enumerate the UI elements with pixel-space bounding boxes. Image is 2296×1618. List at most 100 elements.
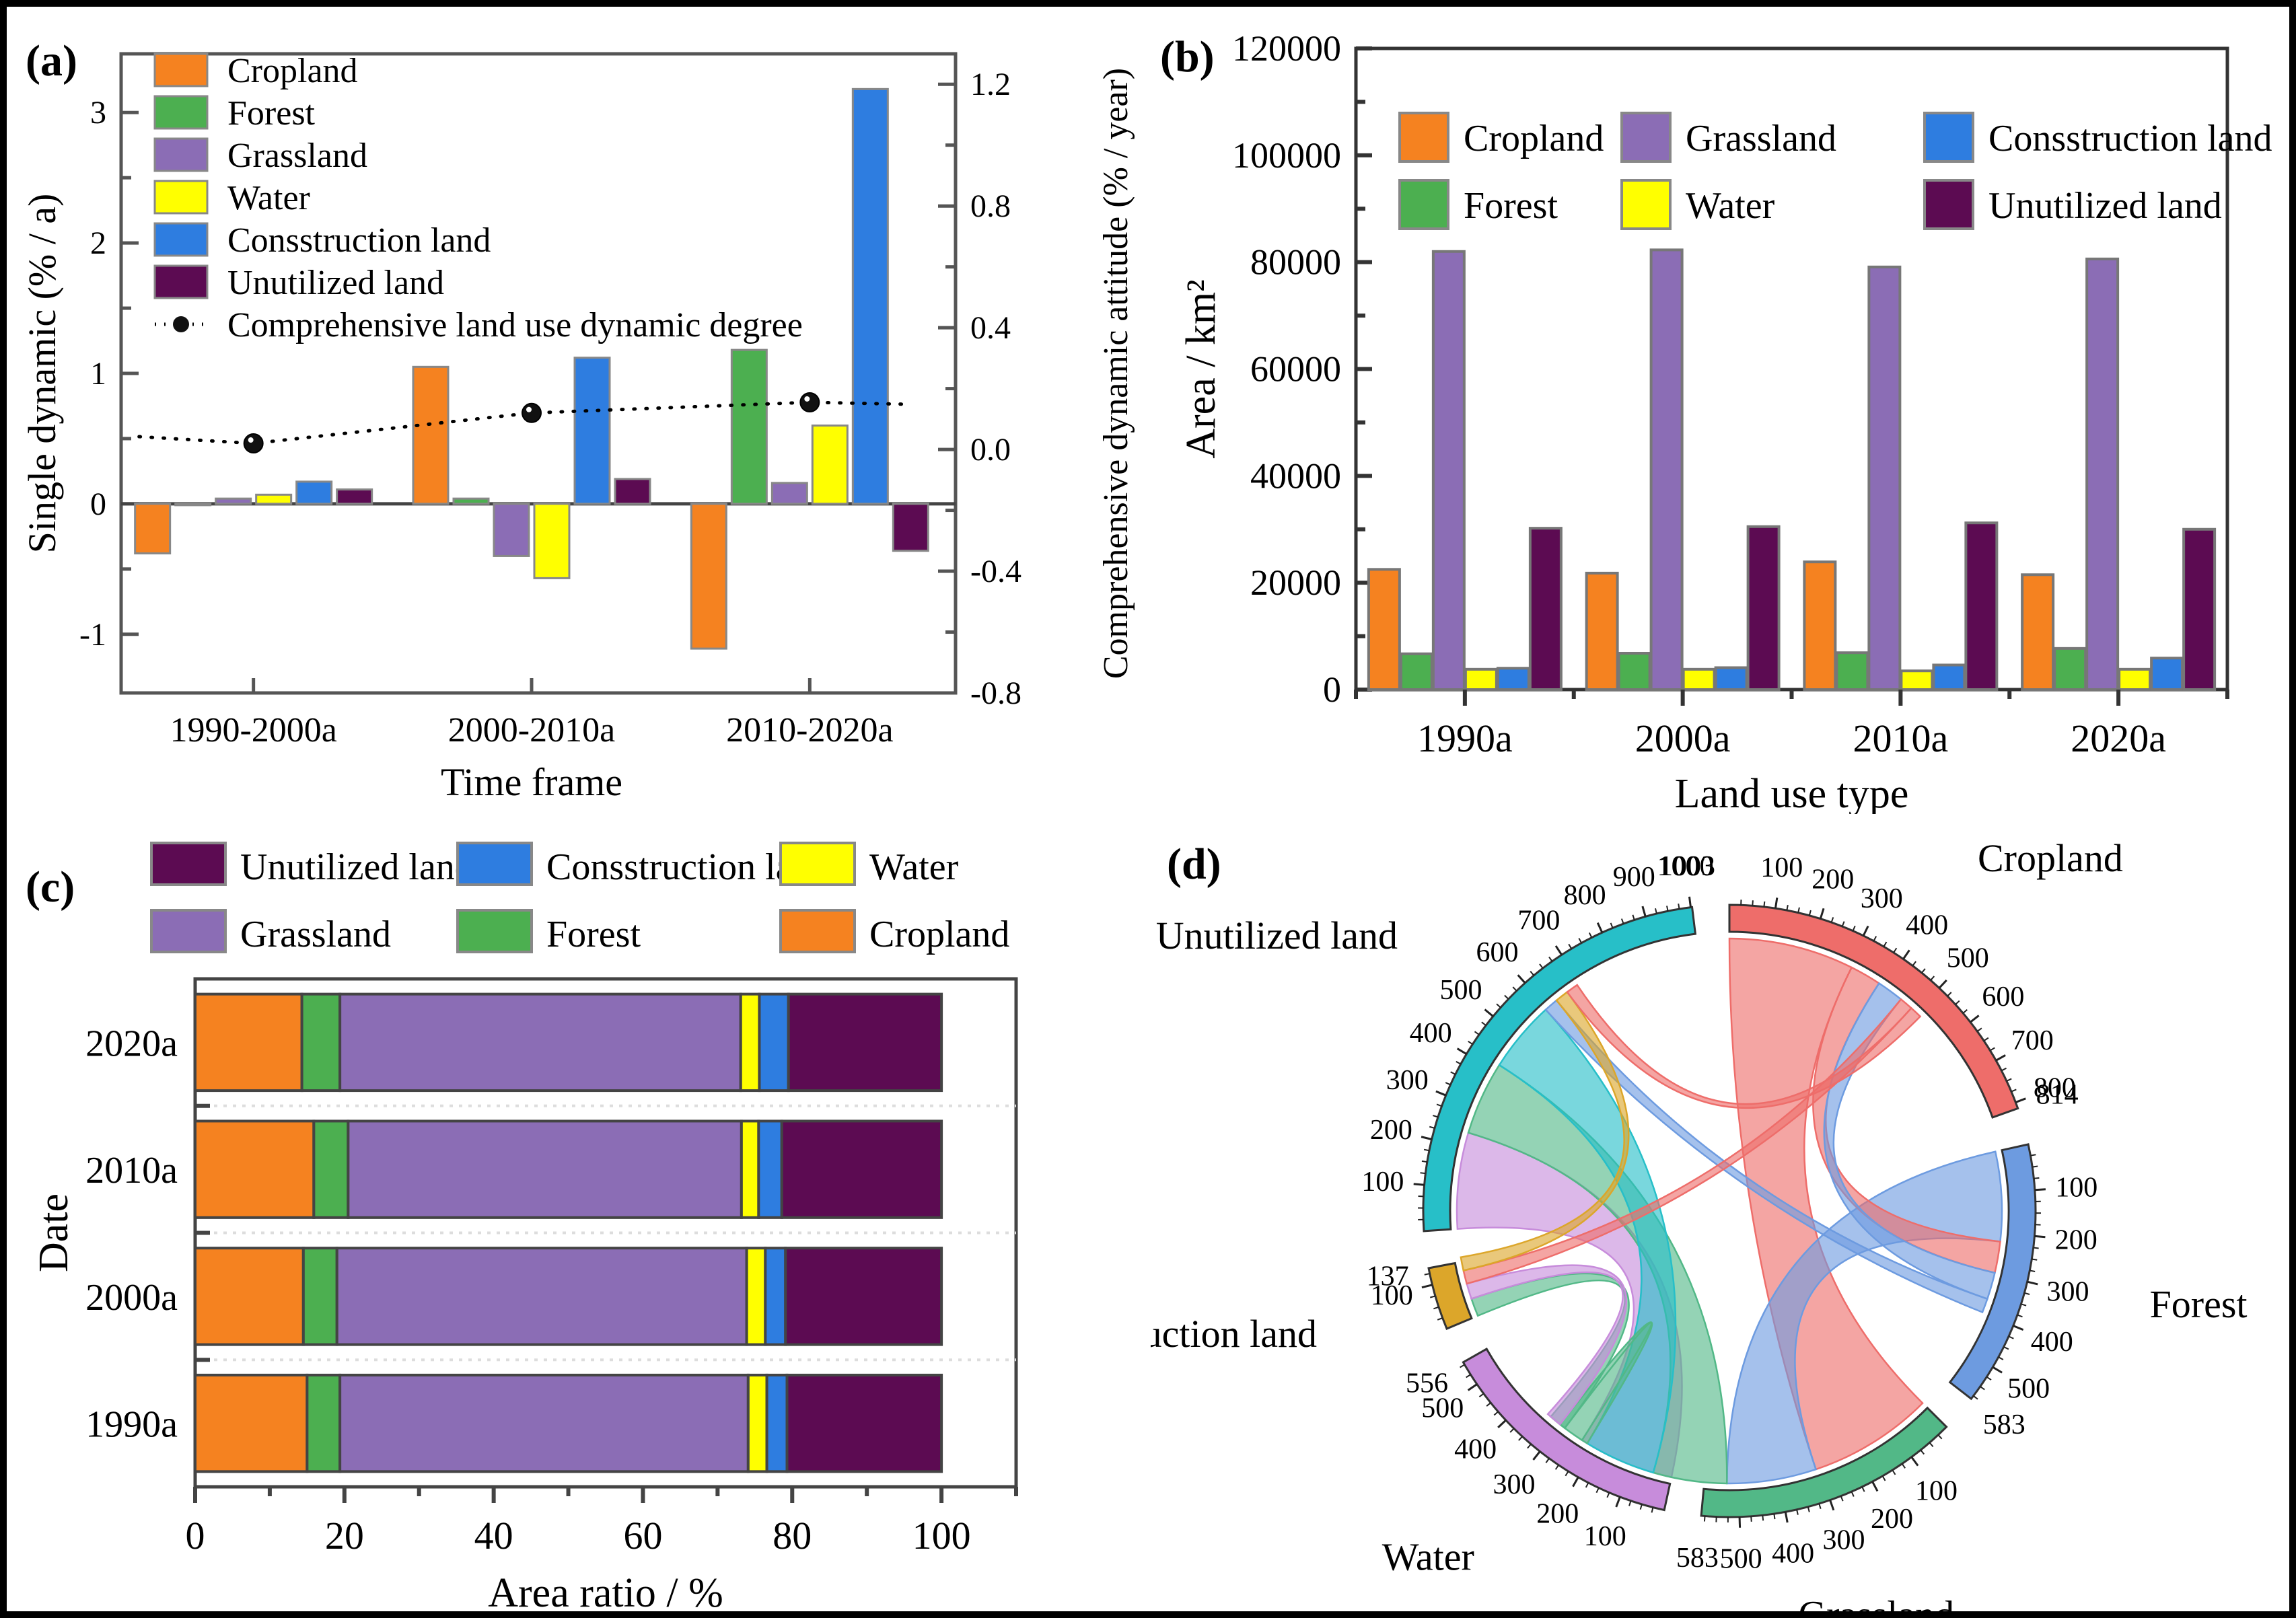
chord-tick-label: 1000 <box>1657 851 1714 882</box>
legend-swatch-unutilized-land <box>153 264 209 299</box>
bar-cropland <box>2021 573 2055 691</box>
chord-minor-tick <box>1920 1449 1925 1455</box>
chord-tick-label: 200 <box>1811 864 1854 895</box>
stack-segment-unutilized-land <box>787 992 943 1093</box>
chord-minor-tick <box>1436 1103 1442 1107</box>
bar-cropland <box>1803 560 1837 691</box>
chord-tick <box>1572 1476 1579 1487</box>
chord-minor-tick <box>1955 1000 1960 1005</box>
chord-tick-label: 300 <box>1386 1065 1429 1096</box>
chord-minor-tick <box>1474 1031 1480 1035</box>
chord-minor-tick <box>1554 1465 1559 1470</box>
y-tick-label: 120000 <box>1232 28 1341 69</box>
stack-segment-grassland <box>347 1119 743 1219</box>
y2-axis-title: Comprehensive dynamic attitude (% / year… <box>1097 68 1135 679</box>
x-axis-title: Area ratio / % <box>488 1570 723 1616</box>
panel-a-chart: -1 0 1 2 3 -0.8 -0.4 0.0 0.4 0.8 1.2 1990-2000a 2000… <box>20 36 1135 804</box>
stack-segment-water <box>739 992 761 1093</box>
chord-minor-tick <box>1762 1515 1764 1521</box>
chord-minor-tick <box>2024 1292 2030 1295</box>
chord-minor-tick <box>1460 1364 1466 1368</box>
chord-tick-label: 600 <box>1982 982 2024 1013</box>
x-tick-label: 1990a <box>1417 716 1513 760</box>
bar-cropland <box>1367 568 1401 691</box>
chord-minor-tick <box>1983 1037 1989 1041</box>
line-marker-highlight <box>526 406 532 412</box>
chord-tick-label: 100 <box>1915 1476 1958 1507</box>
chord-tick-label: 100 <box>2055 1173 2097 1204</box>
chord-minor-tick <box>2030 1270 2036 1272</box>
bar-consstruction-land <box>851 87 889 505</box>
legend-swatch-forest <box>456 909 533 953</box>
legend-swatch-cropland <box>779 909 856 953</box>
chord-minor-tick <box>2006 1078 2012 1082</box>
chord-tick <box>1497 1419 1507 1428</box>
chord-tick-label: 700 <box>1517 905 1560 936</box>
legend-swatch-water <box>1620 179 1672 230</box>
stack-segment-consstruction-land <box>765 1373 789 1473</box>
bar-forest <box>1835 651 1869 692</box>
chord-arc-water <box>1462 1348 1672 1512</box>
bar-forest <box>730 348 768 505</box>
chord-minor-tick <box>1539 963 1544 969</box>
bar-consstruction-land <box>1932 663 1966 691</box>
chord-minor-tick <box>1610 922 1614 928</box>
chord-minor-tick <box>1527 1443 1532 1449</box>
chord-minor-tick <box>1654 908 1657 914</box>
chord-minor-tick <box>1530 971 1535 976</box>
plot-frame <box>1354 46 2229 692</box>
bar-water <box>811 425 849 505</box>
chord-tick <box>1902 949 1910 960</box>
chord-arc-forest <box>1948 1143 2037 1401</box>
stack-segment-cropland <box>194 1119 316 1219</box>
chord-minor-tick <box>1433 1306 1439 1310</box>
chord-tick <box>1862 925 1869 936</box>
chord-tick <box>1517 974 1526 984</box>
chord-tick <box>1910 1456 1919 1467</box>
chord-minor-tick <box>1588 932 1593 939</box>
bar-unutilized-land <box>614 478 651 505</box>
stack-segment-forest <box>312 1119 350 1219</box>
chord-tick <box>1829 1500 1835 1511</box>
chord-minor-tick <box>1651 1507 1654 1513</box>
chord-minor-tick <box>1468 1041 1473 1045</box>
x-tick-label: 40 <box>474 1514 513 1557</box>
legend-label: Forest <box>546 914 641 955</box>
chord-total-label: 814 <box>2036 1080 2079 1111</box>
legend-label: Grassland <box>1686 118 1836 159</box>
bar-grassland <box>215 497 252 505</box>
bar-grassland <box>1649 248 1684 692</box>
y-tick-label: 2000a <box>85 1277 178 1319</box>
bar-water <box>255 493 293 505</box>
chord-minor-tick <box>2011 1089 2017 1093</box>
chord-minor-tick <box>1512 986 1517 992</box>
plot-frame <box>119 52 958 695</box>
panel-a: -1 0 1 2 3 -0.8 -0.4 0.0 0.4 0.8 1.2 1990-2000a 2000… <box>13 13 1151 814</box>
legend-label: Consstruction land <box>227 221 491 260</box>
stack-segment-water <box>745 1247 767 1346</box>
chord-minor-tick <box>1620 918 1624 924</box>
y-tick-label: 0 <box>90 486 106 522</box>
chord-minor-tick <box>1976 1027 1982 1032</box>
chord-tick-label: 100 <box>1371 1280 1413 1311</box>
chord-node-label-water: Water <box>1382 1535 1474 1579</box>
chord-tick <box>2015 1097 2026 1103</box>
chord-tick-label: 200 <box>2055 1225 2097 1256</box>
chord-minor-tick <box>1892 1469 1896 1475</box>
chord-minor-tick <box>2003 1346 2009 1350</box>
stack-segment-consstruction-land <box>758 992 790 1093</box>
chord-tick <box>2027 1280 2038 1286</box>
legend-swatch-water <box>779 842 856 886</box>
x-tick-label: 2020a <box>2071 716 2166 760</box>
chord-minor-tick <box>1450 1071 1456 1075</box>
chord-ribbon-grassland-to-water <box>1558 1321 1653 1445</box>
bar-water <box>1900 669 1934 691</box>
bar-consstruction-land <box>1496 667 1530 692</box>
chord-minor-tick <box>1595 1487 1600 1494</box>
chord-minor-tick <box>1466 1374 1471 1378</box>
legend-swatch-consstruction-land <box>456 842 533 886</box>
chord-tick <box>1532 1450 1541 1461</box>
chord-tick-label: 800 <box>2034 1072 2076 1103</box>
chord-tick-label: 500 <box>2007 1374 2050 1405</box>
panel-c-chart: 1990a 2000a 2010a 2020a 0 20 40 60 80 100 Area rat… <box>26 842 1018 1616</box>
